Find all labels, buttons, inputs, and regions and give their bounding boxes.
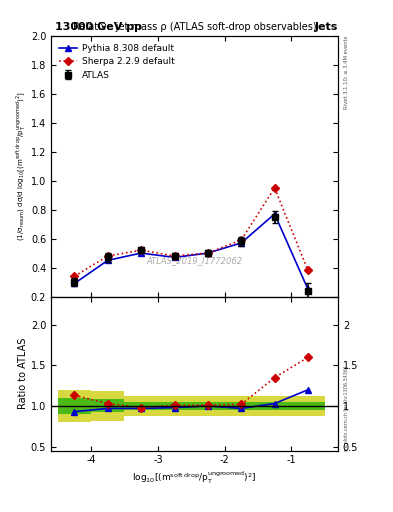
Title: Relative jet mass ρ (ATLAS soft-drop observables): Relative jet mass ρ (ATLAS soft-drop obs… xyxy=(73,23,316,32)
Sherpa 2.2.9 default xyxy=(139,247,143,253)
Pythia 8.308 default xyxy=(239,240,244,246)
Sherpa 2.2.9 default xyxy=(105,253,110,259)
Sherpa 2.2.9 default xyxy=(306,267,310,273)
Sherpa 2.2.9 default xyxy=(272,185,277,191)
X-axis label: log$_{10}$[(m$^{\mathrm{soft\ drop}}$/p$_\mathrm{T}^{\mathrm{ungroomed}}$)$^2$]: log$_{10}$[(m$^{\mathrm{soft\ drop}}$/p$… xyxy=(132,470,257,486)
Pythia 8.308 default xyxy=(272,211,277,217)
Line: Pythia 8.308 default: Pythia 8.308 default xyxy=(71,210,311,293)
Y-axis label: (1/σ$_{\mathrm{resum}}$) dσ/d log$_{10}$[(m$^{\mathrm{soft\ drop}}$/p$_\mathrm{T: (1/σ$_{\mathrm{resum}}$) dσ/d log$_{10}$… xyxy=(15,91,28,241)
Text: Rivet 3.1.10; ≥ 3.4M events: Rivet 3.1.10; ≥ 3.4M events xyxy=(344,36,349,110)
Pythia 8.308 default xyxy=(72,281,77,287)
Text: 13000 GeV pp: 13000 GeV pp xyxy=(55,22,142,32)
Pythia 8.308 default xyxy=(139,250,143,256)
Text: Jets: Jets xyxy=(315,22,338,32)
Line: Sherpa 2.2.9 default: Sherpa 2.2.9 default xyxy=(72,185,311,279)
Pythia 8.308 default xyxy=(306,286,310,292)
Sherpa 2.2.9 default xyxy=(172,253,177,259)
Pythia 8.308 default xyxy=(206,250,210,256)
Sherpa 2.2.9 default xyxy=(206,250,210,256)
Y-axis label: Ratio to ATLAS: Ratio to ATLAS xyxy=(18,338,28,409)
Pythia 8.308 default xyxy=(105,257,110,263)
Text: mcplots.cern.ch [arXiv:1306.3436]: mcplots.cern.ch [arXiv:1306.3436] xyxy=(344,366,349,451)
Sherpa 2.2.9 default xyxy=(239,237,244,243)
Text: ATLAS_2019_I1772062: ATLAS_2019_I1772062 xyxy=(147,256,242,265)
Sherpa 2.2.9 default xyxy=(72,273,77,280)
Legend: Pythia 8.308 default, Sherpa 2.2.9 default, ATLAS: Pythia 8.308 default, Sherpa 2.2.9 defau… xyxy=(55,40,178,83)
Pythia 8.308 default xyxy=(172,254,177,261)
